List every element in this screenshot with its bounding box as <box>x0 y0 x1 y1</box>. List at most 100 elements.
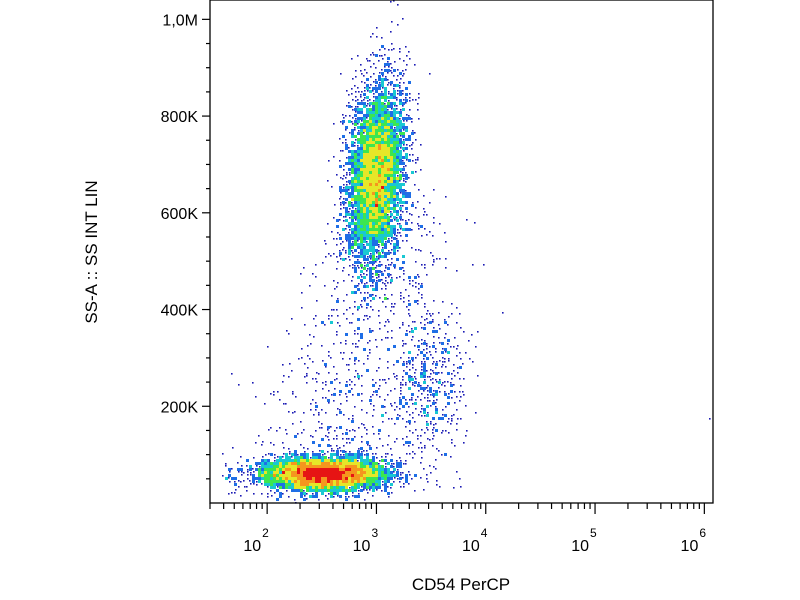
event-point <box>363 276 366 279</box>
event-point <box>349 183 351 185</box>
event-point <box>393 96 396 99</box>
event-point <box>363 186 366 189</box>
event-point <box>351 483 354 486</box>
event-point <box>333 393 336 396</box>
event-point <box>370 66 372 68</box>
event-point <box>354 129 356 131</box>
event-point <box>378 463 380 465</box>
event-point <box>456 348 458 350</box>
event-point <box>372 147 375 150</box>
event-point <box>403 444 405 446</box>
event-point <box>349 208 351 210</box>
event-point <box>339 255 341 257</box>
event-point <box>411 478 413 480</box>
event-point <box>366 234 369 237</box>
event-point <box>375 216 378 219</box>
event-point <box>432 363 434 365</box>
event-point <box>409 154 411 156</box>
event-point <box>409 100 411 102</box>
event-point <box>346 294 348 296</box>
event-point <box>363 486 366 489</box>
event-point <box>378 468 381 471</box>
event-point <box>399 126 402 129</box>
event-point <box>348 189 350 191</box>
event-point <box>384 399 386 401</box>
event-point <box>363 240 366 243</box>
event-point <box>366 459 369 462</box>
event-point <box>354 406 356 408</box>
event-point <box>315 390 317 392</box>
event-point <box>382 484 384 486</box>
event-point <box>333 486 336 489</box>
event-point <box>357 147 360 150</box>
event-point <box>342 480 345 483</box>
event-point <box>418 390 420 392</box>
event-point <box>366 450 368 452</box>
event-point <box>381 490 383 492</box>
event-point <box>378 237 381 240</box>
event-point <box>333 343 335 345</box>
event-point <box>459 313 461 315</box>
event-point <box>360 213 363 216</box>
event-point <box>454 391 456 393</box>
event-point <box>250 483 252 485</box>
event-point <box>334 204 336 206</box>
event-point <box>324 462 327 465</box>
event-point <box>334 388 336 390</box>
event-point <box>319 450 321 452</box>
event-point <box>400 384 402 386</box>
event-point <box>384 231 387 234</box>
event-point <box>444 337 446 339</box>
event-point <box>366 162 369 165</box>
event-point <box>418 283 420 285</box>
event-point <box>387 348 390 351</box>
event-point <box>301 307 303 309</box>
event-point <box>396 240 399 243</box>
event-point <box>405 228 408 231</box>
event-point <box>381 81 384 84</box>
event-point <box>421 366 423 368</box>
event-point <box>414 321 416 323</box>
event-point <box>390 165 393 168</box>
event-point <box>361 282 363 284</box>
event-point <box>382 252 384 254</box>
event-point <box>300 486 303 489</box>
event-point <box>288 480 291 483</box>
event-point <box>315 459 318 462</box>
event-point <box>423 363 426 366</box>
event-point <box>393 243 396 246</box>
event-point <box>348 418 350 420</box>
event-point <box>342 120 345 123</box>
event-point <box>399 399 402 402</box>
event-point <box>384 87 387 90</box>
event-point <box>364 315 366 317</box>
event-point <box>381 186 384 189</box>
event-point <box>291 468 294 471</box>
event-point <box>390 93 393 96</box>
event-point <box>357 106 359 108</box>
event-point <box>468 340 470 342</box>
event-point <box>393 201 396 204</box>
event-point <box>294 489 297 492</box>
event-point <box>369 477 372 480</box>
event-point <box>334 430 336 432</box>
event-point <box>294 450 297 453</box>
event-point <box>402 117 405 120</box>
event-point <box>432 402 435 405</box>
event-point <box>339 252 342 255</box>
event-point <box>300 477 303 480</box>
event-point <box>315 264 317 266</box>
event-point <box>303 492 306 495</box>
event-point <box>370 76 372 78</box>
event-point <box>328 253 330 255</box>
event-point <box>384 192 387 195</box>
event-point <box>351 186 354 189</box>
event-point <box>438 372 440 374</box>
event-point <box>399 183 402 186</box>
event-point <box>267 471 270 474</box>
event-point <box>369 276 372 279</box>
event-point <box>367 358 369 360</box>
event-point <box>433 435 435 437</box>
event-point <box>279 427 281 429</box>
event-point <box>376 346 378 348</box>
